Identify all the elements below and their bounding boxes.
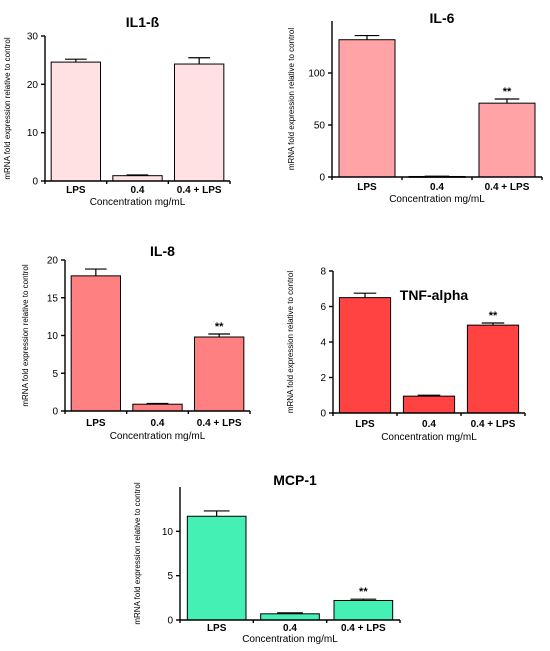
chart-title: IL1-ß xyxy=(126,14,160,30)
x-axis-label: Concentration mg/mL xyxy=(90,197,186,208)
bar-lps xyxy=(71,276,120,411)
y-tick-label: 2 xyxy=(320,373,326,384)
chart-title: IL-6 xyxy=(430,10,455,26)
y-axis-label: mRNA fold expression relative to control xyxy=(287,28,296,171)
y-tick-label: 20 xyxy=(47,256,59,267)
chart-title: IL-8 xyxy=(150,243,175,259)
x-tick-label: 0.4 xyxy=(430,182,444,193)
significance-marker: ** xyxy=(215,321,224,333)
x-tick-label: 0.4 + LPS xyxy=(197,418,242,429)
chart-title: MCP-1 xyxy=(273,472,317,488)
x-tick-label: LPS xyxy=(355,419,375,430)
y-tick-label: 0 xyxy=(320,409,326,420)
y-tick-label: 20 xyxy=(27,80,39,91)
y-axis-label: mRNA fold expression relative to control xyxy=(133,482,142,625)
bar-0-4 xyxy=(261,614,320,620)
x-tick-label: 0.4 + LPS xyxy=(485,182,530,193)
y-axis-label: mRNA fold expression relative to control xyxy=(21,264,30,407)
significance-marker: ** xyxy=(503,86,512,98)
x-tick-label: LPS xyxy=(207,623,227,634)
y-tick-label: 0 xyxy=(167,616,173,627)
significance-marker: ** xyxy=(489,310,498,322)
bar-0-4-lps xyxy=(467,325,518,413)
x-axis-label: Concentration mg/mL xyxy=(110,431,206,442)
y-tick-label: 10 xyxy=(27,128,39,139)
x-tick-label: 0.4 + LPS xyxy=(341,623,386,634)
y-tick-label: 5 xyxy=(52,369,58,380)
x-tick-label: 0.4 xyxy=(131,185,145,196)
chart-title: TNF-alpha xyxy=(400,287,469,303)
x-tick-label: 0.4 xyxy=(151,418,165,429)
bar-lps xyxy=(339,298,390,413)
significance-marker: ** xyxy=(359,586,368,598)
bar-0-4 xyxy=(403,396,454,413)
y-tick-label: 0 xyxy=(32,177,38,188)
x-axis-label: Concentration mg/mL xyxy=(389,194,485,205)
y-tick-label: 6 xyxy=(320,302,326,313)
bar-0-4-lps xyxy=(479,103,535,177)
x-tick-label: 0.4 xyxy=(422,419,436,430)
y-tick-label: 0 xyxy=(52,407,58,418)
y-tick-label: 5 xyxy=(167,571,173,582)
bar-0-4 xyxy=(133,404,182,411)
y-axis-label: mRNA fold expression relative to control xyxy=(3,37,12,180)
bar-0-4-lps xyxy=(175,64,224,181)
bar-lps xyxy=(339,40,395,177)
x-tick-label: 0.4 + LPS xyxy=(177,185,222,196)
bar-lps xyxy=(187,516,246,620)
x-tick-label: 0.4 + LPS xyxy=(471,419,516,430)
y-axis-label: mRNA fold expression relative to control xyxy=(286,271,295,414)
x-axis-label: Concentration mg/mL xyxy=(381,432,477,443)
bar-0-4-lps xyxy=(334,600,393,620)
y-tick-label: 4 xyxy=(320,338,326,349)
bar-lps xyxy=(51,62,100,181)
x-tick-label: LPS xyxy=(86,418,106,429)
bar-0-4 xyxy=(113,176,162,181)
bar-0-4-lps xyxy=(195,337,244,411)
y-tick-label: 15 xyxy=(47,293,59,304)
x-tick-label: LPS xyxy=(357,182,377,193)
y-tick-label: 8 xyxy=(320,267,326,278)
y-tick-label: 100 xyxy=(308,69,325,80)
y-tick-label: 0 xyxy=(319,173,325,184)
x-axis-label: Concentration mg/mL xyxy=(242,634,338,645)
x-tick-label: 0.4 xyxy=(283,623,297,634)
y-tick-label: 10 xyxy=(47,331,59,342)
x-tick-label: LPS xyxy=(66,185,86,196)
y-tick-label: 50 xyxy=(314,121,326,132)
y-tick-label: 10 xyxy=(162,527,174,538)
y-tick-label: 30 xyxy=(27,32,39,43)
